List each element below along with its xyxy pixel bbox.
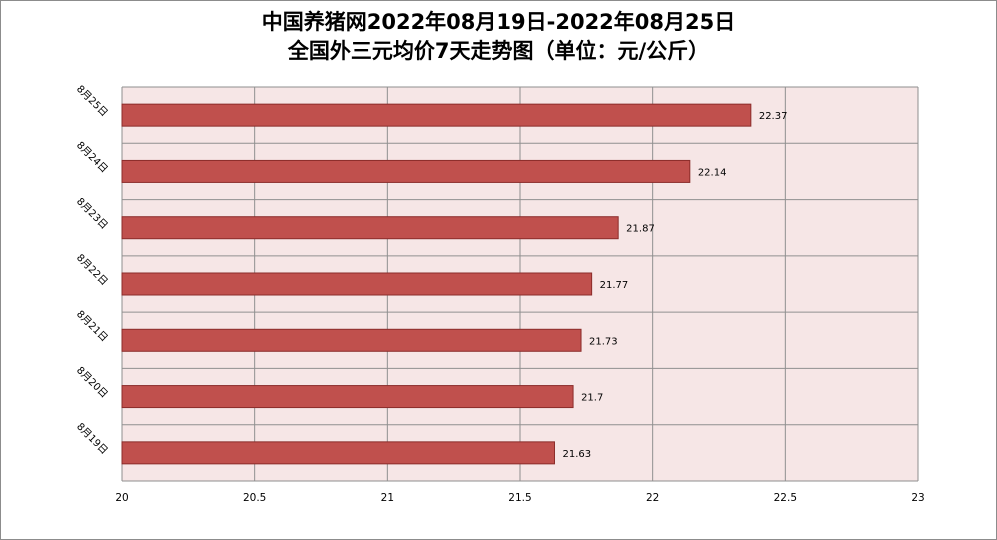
y-tick-label: 8月20日 bbox=[74, 364, 110, 400]
x-tick-label: 21 bbox=[381, 492, 394, 504]
x-tick-label: 20 bbox=[115, 492, 128, 504]
chart-title-line-1: 中国养猪网2022年08月19日-2022年08月25日 bbox=[261, 10, 736, 34]
data-label: 21.73 bbox=[589, 336, 618, 347]
bar bbox=[121, 441, 555, 465]
y-tick-label: 8月25日 bbox=[74, 83, 110, 119]
bar bbox=[121, 328, 582, 352]
y-tick-label: 8月23日 bbox=[74, 196, 110, 232]
bar bbox=[121, 385, 574, 409]
y-tick-label: 8月22日 bbox=[74, 252, 110, 288]
x-tick-label: 23 bbox=[911, 492, 924, 504]
y-tick-label: 8月21日 bbox=[74, 308, 110, 344]
x-tick-label: 21.5 bbox=[508, 492, 531, 504]
x-tick-label: 22 bbox=[646, 492, 659, 504]
y-tick-label: 8月24日 bbox=[74, 139, 110, 175]
y-tick-label: 8月19日 bbox=[74, 421, 110, 457]
bar bbox=[121, 272, 593, 296]
x-tick-label: 22.5 bbox=[774, 492, 797, 504]
bar bbox=[121, 103, 752, 127]
x-tick-label: 20.5 bbox=[243, 492, 266, 504]
data-label: 22.37 bbox=[759, 111, 788, 122]
chart-title: 中国养猪网2022年08月19日-2022年08月25日 全国外三元均价7天走势… bbox=[0, 8, 997, 66]
data-label: 21.7 bbox=[581, 393, 603, 404]
bar bbox=[121, 216, 619, 240]
data-label: 22.14 bbox=[698, 167, 727, 178]
data-label: 21.63 bbox=[562, 449, 591, 460]
chart-title-line-2: 全国外三元均价7天走势图（单位：元/公斤） bbox=[287, 39, 710, 63]
bar bbox=[121, 159, 691, 183]
data-label: 21.87 bbox=[626, 224, 655, 235]
data-label: 21.77 bbox=[600, 280, 629, 291]
